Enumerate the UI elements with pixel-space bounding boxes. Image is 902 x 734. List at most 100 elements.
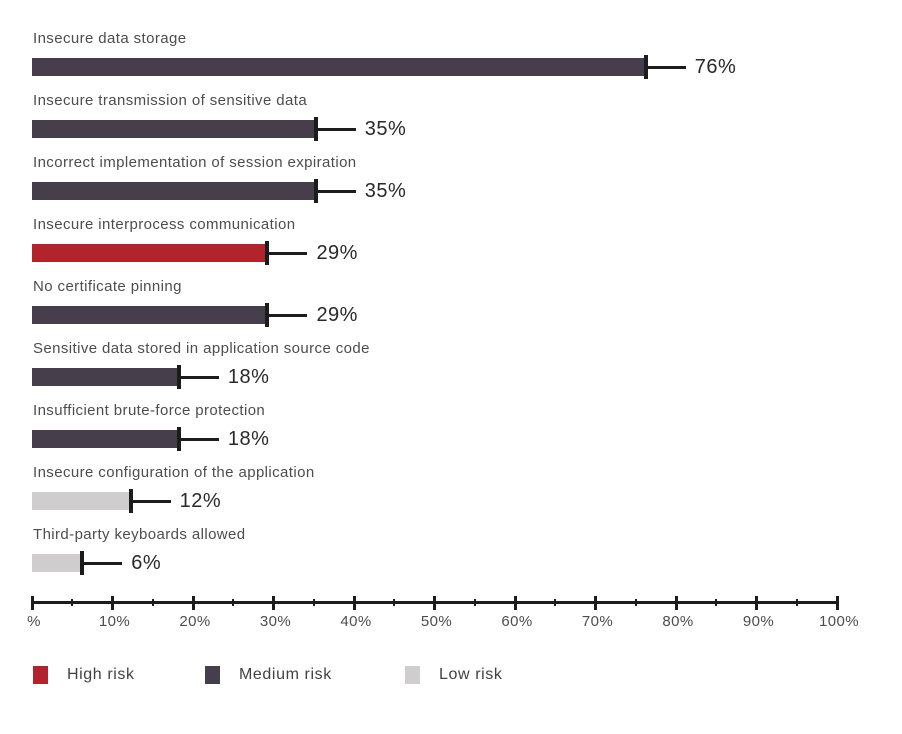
bar-category-label: Insecure transmission of sensitive data <box>33 92 308 109</box>
axis-tick-label: 100% <box>819 613 859 630</box>
chart-rows: Insecure data storage 76% Insecure trans… <box>0 30 902 575</box>
axis-tick-label: 30% <box>259 613 292 630</box>
axis-tick-label: % <box>27 613 41 630</box>
bar-line: 76% <box>32 55 902 79</box>
axis-major-tick <box>433 596 436 610</box>
bar-category-label: Insecure interprocess communication <box>33 216 296 233</box>
leader-line <box>84 561 123 565</box>
bar-line: 29% <box>32 241 902 265</box>
bar <box>32 182 314 200</box>
axis-major-tick <box>755 596 758 610</box>
bar-category-label: Sensitive data stored in application sou… <box>33 340 370 357</box>
bar-end-cap <box>80 551 85 575</box>
axis-major-tick <box>674 596 678 610</box>
chart-row: Insecure data storage 76% <box>32 30 902 79</box>
bar <box>32 58 644 76</box>
bar-value-label: 12% <box>179 489 222 512</box>
bar <box>32 244 266 262</box>
bar-end-cap <box>176 427 181 451</box>
axis-tick-label: 60% <box>501 613 533 630</box>
leader-line <box>132 499 171 503</box>
bar <box>32 120 314 138</box>
bar-line: 35% <box>32 117 902 141</box>
axis-minor-tick <box>554 599 557 606</box>
legend: High risk Medium risk Low risk <box>33 666 902 684</box>
leader-line <box>269 313 308 317</box>
bar-value-label: 29% <box>316 241 358 264</box>
axis-major-tick <box>352 596 356 610</box>
axis-major-tick <box>191 596 195 610</box>
axis-major-tick <box>835 596 839 610</box>
bar-line: 35% <box>32 179 902 203</box>
axis-tick-label: 70% <box>581 613 614 630</box>
legend-swatch <box>33 666 48 684</box>
legend-label: Medium risk <box>239 666 332 683</box>
bar-end-cap <box>265 241 270 265</box>
axis-minor-tick <box>473 599 476 606</box>
axis-minor-tick <box>232 599 235 606</box>
legend-item: Medium risk <box>205 666 405 684</box>
axis-tick-label: 90% <box>742 613 775 630</box>
axis-tick-label: 20% <box>179 613 211 630</box>
axis-tick-label: 40% <box>340 613 372 630</box>
bar-category-label: Incorrect implementation of session expi… <box>33 154 357 171</box>
bar-end-cap <box>128 489 133 513</box>
bar-category-label: Insecure data storage <box>33 30 187 47</box>
bar-line: 6% <box>32 551 902 575</box>
legend-swatch <box>205 666 220 684</box>
x-axis: % 10% 20% 30% 40% 50% 60% 70% 80% 90% 100% <box>27 596 859 642</box>
axis-major-tick <box>513 596 517 610</box>
legend-item: Low risk <box>405 666 502 684</box>
bar <box>32 554 81 572</box>
bar-value-label: 29% <box>316 303 358 326</box>
chart-row: Third-party keyboards allowed 6% <box>32 526 902 575</box>
bar-line: 12% <box>32 489 902 513</box>
chart-row: Incorrect implementation of session expi… <box>32 154 902 203</box>
legend-label: High risk <box>67 666 135 683</box>
axis-major-tick <box>111 596 114 610</box>
bar-value-label: 35% <box>364 117 407 140</box>
bar-end-cap <box>176 365 181 389</box>
legend-label: Low risk <box>439 666 503 683</box>
bar <box>32 368 177 386</box>
bar-value-label: 18% <box>227 427 270 450</box>
chart-row: Insecure interprocess communication 29% <box>32 216 902 265</box>
bar-value-label: 6% <box>131 551 162 574</box>
axis-tick-label: 10% <box>98 613 131 630</box>
axis-tick-label: 50% <box>420 613 453 630</box>
leader-line <box>269 251 308 255</box>
leader-line <box>180 375 219 379</box>
bar-value-label: 18% <box>227 365 270 388</box>
chart-row: Sensitive data stored in application sou… <box>32 340 902 389</box>
bar-value-label: 76% <box>694 55 737 78</box>
axis-minor-tick <box>151 599 154 606</box>
leader-line <box>317 189 356 193</box>
axis-minor-tick <box>312 599 315 606</box>
axis-major-tick <box>272 596 275 610</box>
chart-row: No certificate pinning 29% <box>32 278 902 327</box>
chart-row: Insecure configuration of the applicatio… <box>32 464 902 513</box>
bar-line: 18% <box>32 427 902 451</box>
chart-row: Insufficient brute-force protection 18% <box>32 402 902 451</box>
bar-category-label: Third-party keyboards allowed <box>33 526 246 543</box>
leader-line <box>647 65 686 69</box>
bar-category-label: No certificate pinning <box>33 278 182 295</box>
bar <box>32 492 129 510</box>
axis-major-tick <box>30 596 34 610</box>
bar-category-label: Insecure configuration of the applicatio… <box>33 464 315 481</box>
bar-value-label: 35% <box>364 179 407 202</box>
bar <box>32 306 266 324</box>
legend-swatch <box>405 666 420 684</box>
axis-minor-tick <box>795 599 798 606</box>
bar-end-cap <box>313 179 318 203</box>
bar-category-label: Insufficient brute-force protection <box>33 402 266 419</box>
leader-line <box>180 437 219 441</box>
bar-line: 18% <box>32 365 902 389</box>
bar <box>32 430 177 448</box>
bar-end-cap <box>643 55 648 79</box>
leader-line <box>317 127 356 131</box>
legend-item: High risk <box>33 666 205 684</box>
axis-tick-label: 80% <box>662 613 694 630</box>
chart-row: Insecure transmission of sensitive data … <box>32 92 902 141</box>
